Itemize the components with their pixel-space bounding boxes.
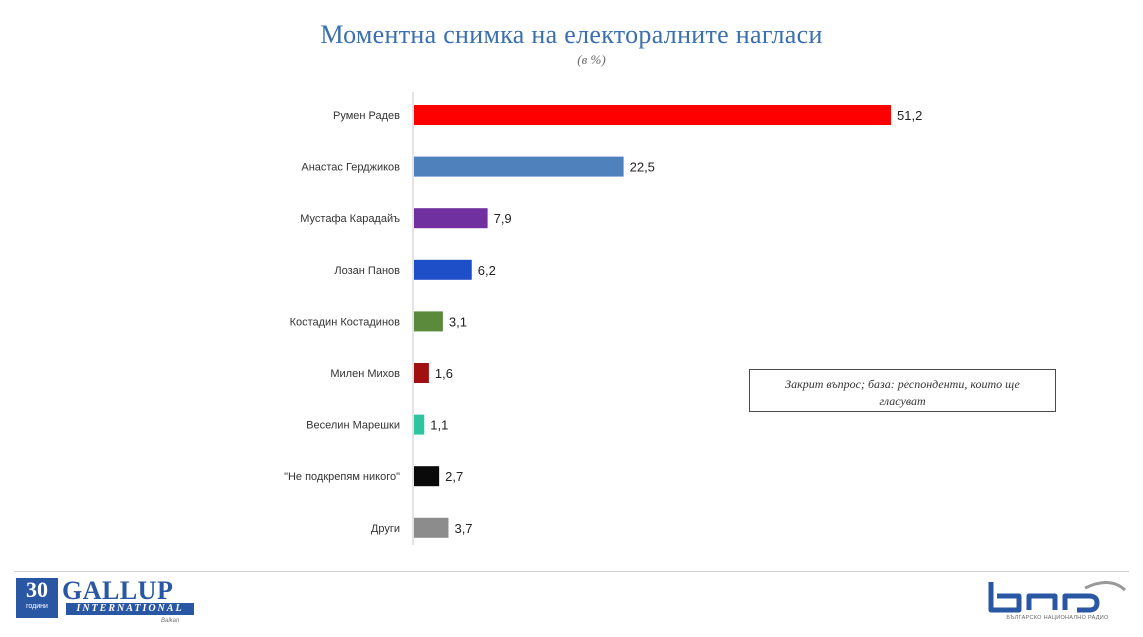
category-label: Милен Михов <box>330 368 400 380</box>
bnr-logo: БЪЛГАРСКО НАЦИОНАЛНО РАДИО <box>985 578 1130 628</box>
bar-chart: Румен Радев 51,2 Анастас Герджиков 22,5 Муст… <box>284 92 922 545</box>
bar <box>414 311 443 332</box>
data-label: 6,2 <box>478 263 496 278</box>
gallup-years-badge: 30 години <box>16 578 58 618</box>
data-label: 1,1 <box>430 418 448 433</box>
bar <box>414 517 449 538</box>
footer-divider <box>14 571 1129 572</box>
bar <box>414 363 429 383</box>
gallup-logo: 30 години GALLUP INTERNATIONAL Balkan <box>16 576 196 628</box>
category-label: Костадин Костадинов <box>290 316 401 328</box>
bar <box>414 156 624 177</box>
data-label: 3,1 <box>449 314 467 329</box>
category-label: Мустафа Карадайъ <box>300 213 400 225</box>
data-label: 3,7 <box>454 521 472 536</box>
category-label: "Не подкрепям никого" <box>284 471 400 483</box>
bar <box>414 414 425 435</box>
category-label: Веселин Марешки <box>306 420 400 432</box>
category-label: Други <box>371 523 400 535</box>
bar <box>414 105 891 125</box>
data-label: 2,7 <box>445 469 463 484</box>
category-label: Анастас Герджиков <box>301 162 400 174</box>
data-label: 22,5 <box>630 160 655 175</box>
bar <box>414 259 472 280</box>
bar <box>414 208 488 229</box>
category-label: Лозан Панов <box>334 265 400 277</box>
bar <box>414 466 440 487</box>
data-label: 1,6 <box>435 366 453 381</box>
methodology-note: Закрит въпрос; база: респонденти, които … <box>749 369 1056 412</box>
chart-title: Моментна снимка на електоралните нагласи <box>320 20 823 49</box>
data-label: 51,2 <box>897 108 922 123</box>
category-label: Румен Радев <box>333 110 400 122</box>
chart-subtitle: (в %) <box>577 52 606 67</box>
data-label: 7,9 <box>494 211 512 226</box>
